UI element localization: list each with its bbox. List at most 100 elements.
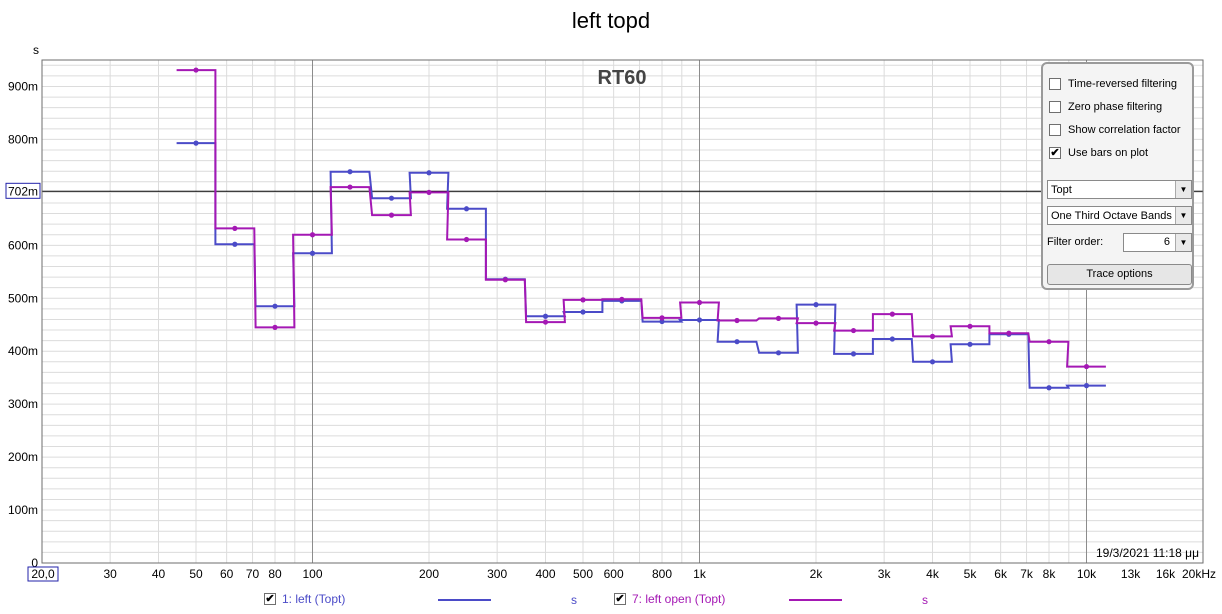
data-point — [1006, 330, 1012, 336]
chevron-down-icon[interactable]: ▼ — [1175, 234, 1191, 251]
data-point — [580, 309, 586, 315]
x-tick-label: 800 — [652, 567, 672, 581]
y-tick-label: 100m — [8, 503, 38, 517]
time-reversed-filtering-checkbox[interactable] — [1049, 78, 1061, 90]
y-tick-label: 600m — [8, 238, 38, 252]
y-tick-label: 0 — [31, 556, 38, 570]
time-reversed-filtering-label: Time-reversed filtering — [1068, 78, 1178, 90]
data-point — [426, 189, 432, 195]
data-point — [309, 250, 316, 256]
x-tick-label: 20,0 — [31, 567, 55, 581]
data-point — [619, 296, 625, 302]
data-point — [347, 169, 353, 175]
data-point — [775, 350, 782, 356]
x-tick-label: 1k — [693, 567, 707, 581]
x-tick-label: 7k — [1020, 567, 1034, 581]
data-point — [232, 241, 238, 247]
data-point — [1046, 339, 1052, 345]
metric-select-value: Topt — [1051, 183, 1072, 196]
data-point — [696, 299, 703, 306]
cursor-value-box — [5, 182, 41, 199]
plot-area — [42, 60, 1203, 563]
legend-left-open-swatch — [789, 599, 842, 601]
filter-order-label: Filter order: — [1047, 236, 1104, 248]
x-tick-label: 600 — [604, 567, 624, 581]
x-tick-label: 40 — [152, 567, 166, 581]
x-tick-label: 2k — [810, 567, 824, 581]
data-point — [1046, 385, 1052, 391]
data-point — [967, 323, 973, 329]
data-point — [272, 303, 278, 309]
x-start-value-box — [27, 566, 59, 582]
x-tick-label: 200 — [419, 567, 439, 581]
zero-phase-filtering-checkbox[interactable] — [1049, 101, 1061, 113]
x-tick-label: 30 — [103, 567, 117, 581]
zero-phase-filtering-option[interactable]: Zero phase filtering — [1049, 99, 1162, 115]
data-point — [659, 315, 665, 321]
x-tick-label: 500 — [573, 567, 593, 581]
use-bars-on-plot-option[interactable]: ✔ Use bars on plot — [1049, 145, 1148, 161]
chart-title: left topd — [571, 8, 651, 33]
data-point — [388, 195, 395, 201]
metric-select[interactable]: Topt ▼ — [1047, 180, 1192, 199]
use-bars-on-plot-label: Use bars on plot — [1068, 147, 1149, 159]
plot-label: RT60 — [598, 67, 647, 89]
x-tick-label: 80 — [268, 567, 282, 581]
data-point — [850, 351, 857, 357]
y-tick-label: 400m — [8, 344, 38, 358]
series-line-2 — [176, 69, 1106, 368]
x-tick-label: 300 — [487, 567, 507, 581]
legend-item-left[interactable]: ✔ 1: left (Topt) — [264, 591, 345, 607]
data-point — [734, 339, 740, 345]
y-tick-label: 500m — [8, 291, 38, 305]
data-point — [193, 67, 199, 73]
show-correlation-factor-checkbox[interactable] — [1049, 124, 1061, 136]
legend-item-left-open[interactable]: ✔ 7: left open (Topt) — [614, 591, 725, 607]
legend-left-checkbox[interactable]: ✔ — [264, 593, 276, 605]
time-reversed-filtering-option[interactable]: Time-reversed filtering — [1049, 76, 1177, 92]
data-point — [272, 324, 278, 330]
x-tick-label: 13k — [1121, 567, 1141, 581]
y-axis-unit: s — [33, 43, 39, 57]
legend-left-unit: s — [571, 593, 577, 607]
data-point — [889, 311, 895, 317]
x-tick-label: 4k — [926, 567, 940, 581]
x-tick-label: 70 — [246, 567, 260, 581]
y-tick-label: 800m — [8, 132, 38, 146]
legend-left-open-checkbox[interactable]: ✔ — [614, 593, 626, 605]
chevron-down-icon[interactable]: ▼ — [1175, 207, 1191, 224]
filter-order-value: 6 — [1163, 236, 1170, 248]
zero-phase-filtering-label: Zero phase filtering — [1068, 101, 1163, 113]
filter-order-select[interactable]: 6 ▼ — [1123, 233, 1192, 252]
data-point — [542, 313, 549, 319]
use-bars-on-plot-checkbox[interactable]: ✔ — [1049, 147, 1061, 159]
data-point — [813, 320, 819, 326]
data-point — [463, 236, 470, 243]
data-point — [929, 359, 936, 365]
trace-options-button[interactable]: Trace options — [1047, 264, 1192, 285]
data-point — [696, 317, 703, 323]
data-point — [232, 225, 238, 231]
x-tick-label: 10k — [1077, 567, 1097, 581]
data-point — [813, 302, 819, 308]
cursor-value-label: 702m — [8, 184, 38, 198]
data-point — [309, 232, 316, 238]
y-tick-label: 300m — [8, 397, 38, 411]
x-tick-label: 60 — [220, 567, 234, 581]
chevron-down-icon[interactable]: ▼ — [1175, 181, 1191, 198]
plot-frame — [41, 59, 1204, 564]
data-point — [1083, 363, 1090, 370]
x-tick-label: 50 — [189, 567, 203, 581]
legend-left-open-unit: s — [922, 593, 928, 607]
data-point — [388, 212, 395, 218]
data-point — [967, 341, 973, 347]
band-select[interactable]: One Third Octave Bands ▼ — [1047, 206, 1192, 225]
show-correlation-factor-option[interactable]: Show correlation factor — [1049, 122, 1181, 138]
data-point — [659, 318, 665, 325]
data-point — [929, 333, 936, 339]
legend-left-open-label: 7: left open (Topt) — [632, 592, 726, 606]
data-point — [580, 297, 586, 303]
data-point — [502, 277, 508, 283]
data-point — [347, 184, 353, 190]
